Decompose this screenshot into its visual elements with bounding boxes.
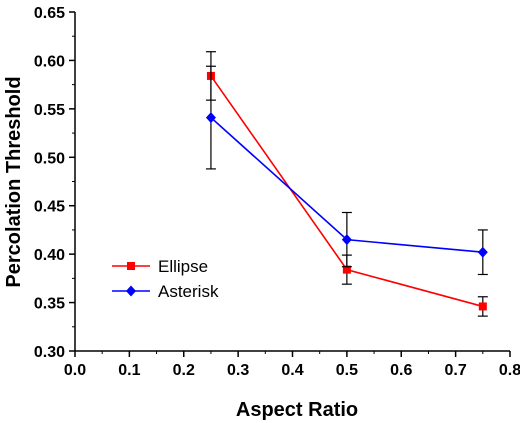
x-tick-label: 0.5 — [336, 362, 358, 379]
x-tick-label: 0.2 — [173, 362, 195, 379]
y-tick-labels: 0.30 0.35 0.40 0.45 0.50 0.55 0.60 0.65 — [34, 5, 65, 361]
legend-label: Ellipse — [158, 257, 208, 276]
data-point-marker — [478, 302, 487, 311]
x-tick-label: 0.8 — [499, 362, 520, 379]
legend-label: Asterisk — [158, 282, 219, 301]
y-tick-label: 0.50 — [34, 150, 65, 167]
legend: Ellipse Asterisk — [112, 257, 219, 301]
x-tick-label: 0.4 — [281, 362, 303, 379]
y-tick-label: 0.55 — [34, 102, 65, 119]
x-axis-title: Aspect Ratio — [236, 399, 358, 421]
legend-item-asterisk: Asterisk — [112, 282, 219, 301]
series-layer — [205, 51, 488, 317]
x-tick-label: 0.6 — [390, 362, 412, 379]
axes — [74, 12, 510, 352]
y-tick-label: 0.40 — [34, 247, 65, 264]
x-tick-label: 0.3 — [227, 362, 249, 379]
data-point-marker — [341, 234, 352, 246]
y-axis-title: Percolation Threshold — [3, 76, 25, 287]
data-point-marker — [205, 112, 216, 124]
y-tick-label: 0.65 — [34, 5, 65, 22]
legend-marker — [126, 285, 136, 297]
series-asterisk — [205, 65, 488, 276]
series-ellipse — [205, 51, 488, 317]
y-tick-label: 0.30 — [34, 344, 65, 361]
x-tick-label: 0.0 — [64, 362, 86, 379]
data-point-marker — [477, 246, 488, 258]
data-point-marker — [342, 265, 351, 274]
y-tick-label: 0.60 — [34, 53, 65, 70]
legend-item-ellipse: Ellipse — [112, 257, 208, 276]
x-tick-label: 0.1 — [118, 362, 140, 379]
x-tick-label: 0.7 — [445, 362, 467, 379]
legend-marker — [127, 262, 135, 270]
x-tick-labels: 0.0 0.1 0.2 0.3 0.4 0.5 0.6 0.7 0.8 — [64, 362, 520, 379]
tick-marks — [69, 11, 511, 357]
y-tick-label: 0.35 — [34, 296, 65, 313]
y-tick-label: 0.45 — [34, 199, 65, 216]
